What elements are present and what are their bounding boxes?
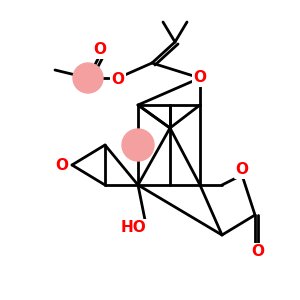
Text: O: O [94, 43, 106, 58]
Circle shape [73, 63, 103, 93]
Text: O: O [56, 158, 68, 172]
Text: O: O [112, 73, 124, 88]
Text: HO: HO [120, 220, 146, 236]
Text: O: O [251, 244, 265, 260]
Circle shape [122, 129, 154, 161]
Text: O: O [236, 163, 248, 178]
Text: O: O [194, 70, 206, 86]
